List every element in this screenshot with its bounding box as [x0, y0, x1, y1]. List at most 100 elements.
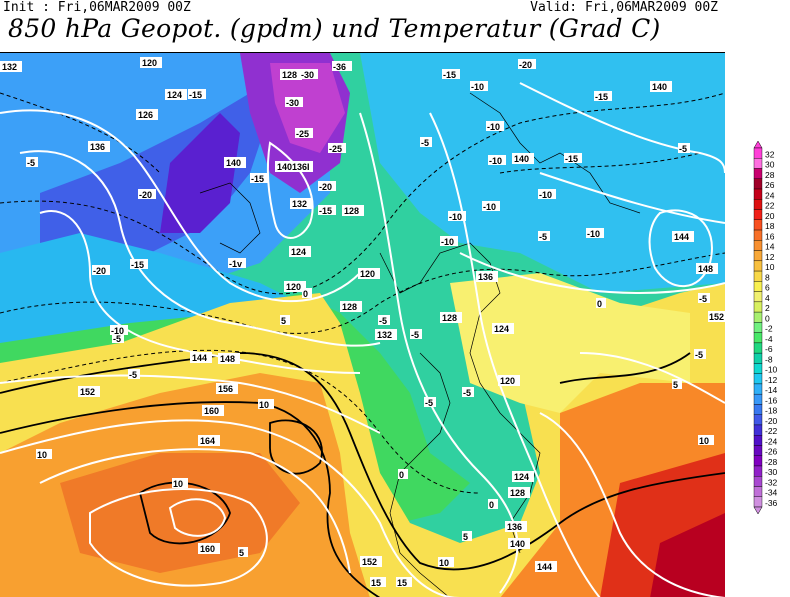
- t-label: -5: [411, 330, 419, 340]
- legend-label: 30: [765, 160, 775, 170]
- gp-label: 120: [360, 269, 375, 279]
- gp-label: 152: [709, 312, 724, 322]
- legend-swatch: [753, 219, 763, 231]
- t-label: 5: [463, 532, 468, 542]
- t-label: -10: [483, 202, 496, 212]
- legend-swatch: [753, 332, 763, 344]
- gp-label: 124: [291, 247, 306, 257]
- gp-label: 152: [80, 387, 95, 397]
- gp-label: 126: [138, 110, 153, 120]
- t-label: -10: [449, 212, 462, 222]
- legend-swatch: [753, 270, 763, 282]
- temperature-labels: -36 -30 -30 -25 -25 -20 -15 -15 -15 -10 …: [26, 59, 714, 588]
- legend-label: -18: [765, 406, 778, 416]
- legend-swatch: [753, 455, 763, 467]
- legend-label: -4: [765, 334, 773, 344]
- t-label: -15: [131, 260, 144, 270]
- legend-label: -28: [765, 457, 778, 467]
- legend-label: -8: [765, 354, 773, 364]
- t-label: -36: [333, 62, 346, 72]
- legend-label: 28: [765, 170, 775, 180]
- legend-label: 12: [765, 252, 775, 262]
- legend-swatch: [753, 363, 763, 374]
- legend-arrow-top: [753, 140, 763, 149]
- t-label: -20: [93, 266, 106, 276]
- gp-label: 160: [204, 406, 219, 416]
- legend-swatch: [753, 445, 763, 456]
- legend-swatch: [753, 352, 763, 364]
- t-label: -15: [443, 70, 456, 80]
- gp-label: 160: [200, 544, 215, 554]
- t-label: -5: [129, 370, 137, 380]
- gp-label: 128: [442, 313, 457, 323]
- t-label: -5: [699, 294, 707, 304]
- legend-label: -6: [765, 344, 773, 354]
- t-label: -30: [286, 98, 299, 108]
- t-label: 5: [281, 316, 286, 326]
- legend-arrow-bottom: [753, 506, 763, 515]
- t-label: -1v: [229, 259, 242, 269]
- legend-label: 10: [765, 262, 775, 272]
- legend-label: -26: [765, 447, 778, 457]
- legend-swatch: [753, 158, 763, 169]
- legend-swatch: [753, 465, 763, 477]
- gp-label: 148: [698, 264, 713, 274]
- t-label: -15: [595, 92, 608, 102]
- legend-label: 24: [765, 190, 775, 200]
- init-time-label: Init : Fri,06MAR2009 00Z: [3, 0, 191, 15]
- gp-label: 128: [342, 302, 357, 312]
- t-label: -10: [441, 237, 454, 247]
- legend-label: -14: [765, 385, 778, 395]
- t-label: -10: [487, 122, 500, 132]
- t-label: -20: [319, 182, 332, 192]
- gp-label: 132: [2, 62, 17, 72]
- gp-label: 140136I: [277, 162, 310, 172]
- legend-label: -36: [765, 498, 778, 508]
- gp-label: 148: [220, 354, 235, 364]
- t-label: -5: [27, 158, 35, 168]
- legend-label: -10: [765, 365, 778, 375]
- t-label: 10: [699, 436, 709, 446]
- legend-swatch: [753, 188, 763, 200]
- legend-swatch: [753, 496, 763, 508]
- legend-swatch: [753, 414, 763, 426]
- map-title: 850 hPa Geopot. (gpdm) und Temperatur (G…: [8, 14, 661, 43]
- legend-label: 18: [765, 221, 775, 231]
- legend-label: 20: [765, 211, 775, 221]
- legend-label: -2: [765, 324, 773, 334]
- t-label: -5: [421, 138, 429, 148]
- legend-swatch: [753, 229, 763, 241]
- legend-swatch: [753, 393, 763, 405]
- t-label: -10: [587, 229, 600, 239]
- legend-swatch: [753, 373, 763, 385]
- legend-label: 8: [765, 272, 770, 282]
- gp-label: 140: [510, 539, 525, 549]
- gp-label: 128: [344, 206, 359, 216]
- gp-label: 140: [652, 82, 667, 92]
- legend-swatch: [753, 435, 763, 446]
- weather-map: 132 120 128 124 126 136 140 140136I 132 …: [0, 52, 725, 597]
- gp-label: 164: [200, 436, 215, 446]
- geopotential-labels: 132 120 128 124 126 136 140 140136I 132 …: [0, 57, 725, 572]
- t-label: 15: [371, 578, 381, 588]
- t-label: -15: [319, 206, 332, 216]
- t-label: -15: [565, 154, 578, 164]
- t-label: -5: [695, 350, 703, 360]
- legend-label: 6: [765, 283, 770, 293]
- legend-swatch: [753, 424, 763, 436]
- gp-label: 136: [507, 522, 522, 532]
- t-label: 0: [489, 500, 494, 510]
- t-label: 0: [399, 470, 404, 480]
- t-label: -5: [463, 388, 471, 398]
- legend-label: 16: [765, 231, 775, 241]
- gp-label: 140: [514, 154, 529, 164]
- legend-swatch: [753, 322, 763, 333]
- t-label: -20: [519, 60, 532, 70]
- legend-label: -16: [765, 395, 778, 405]
- legend-label: -34: [765, 488, 778, 498]
- gp-label: 144: [537, 562, 552, 572]
- legend-swatch: [753, 168, 763, 179]
- t-label: -15: [189, 90, 202, 100]
- t-label: -25: [329, 144, 342, 154]
